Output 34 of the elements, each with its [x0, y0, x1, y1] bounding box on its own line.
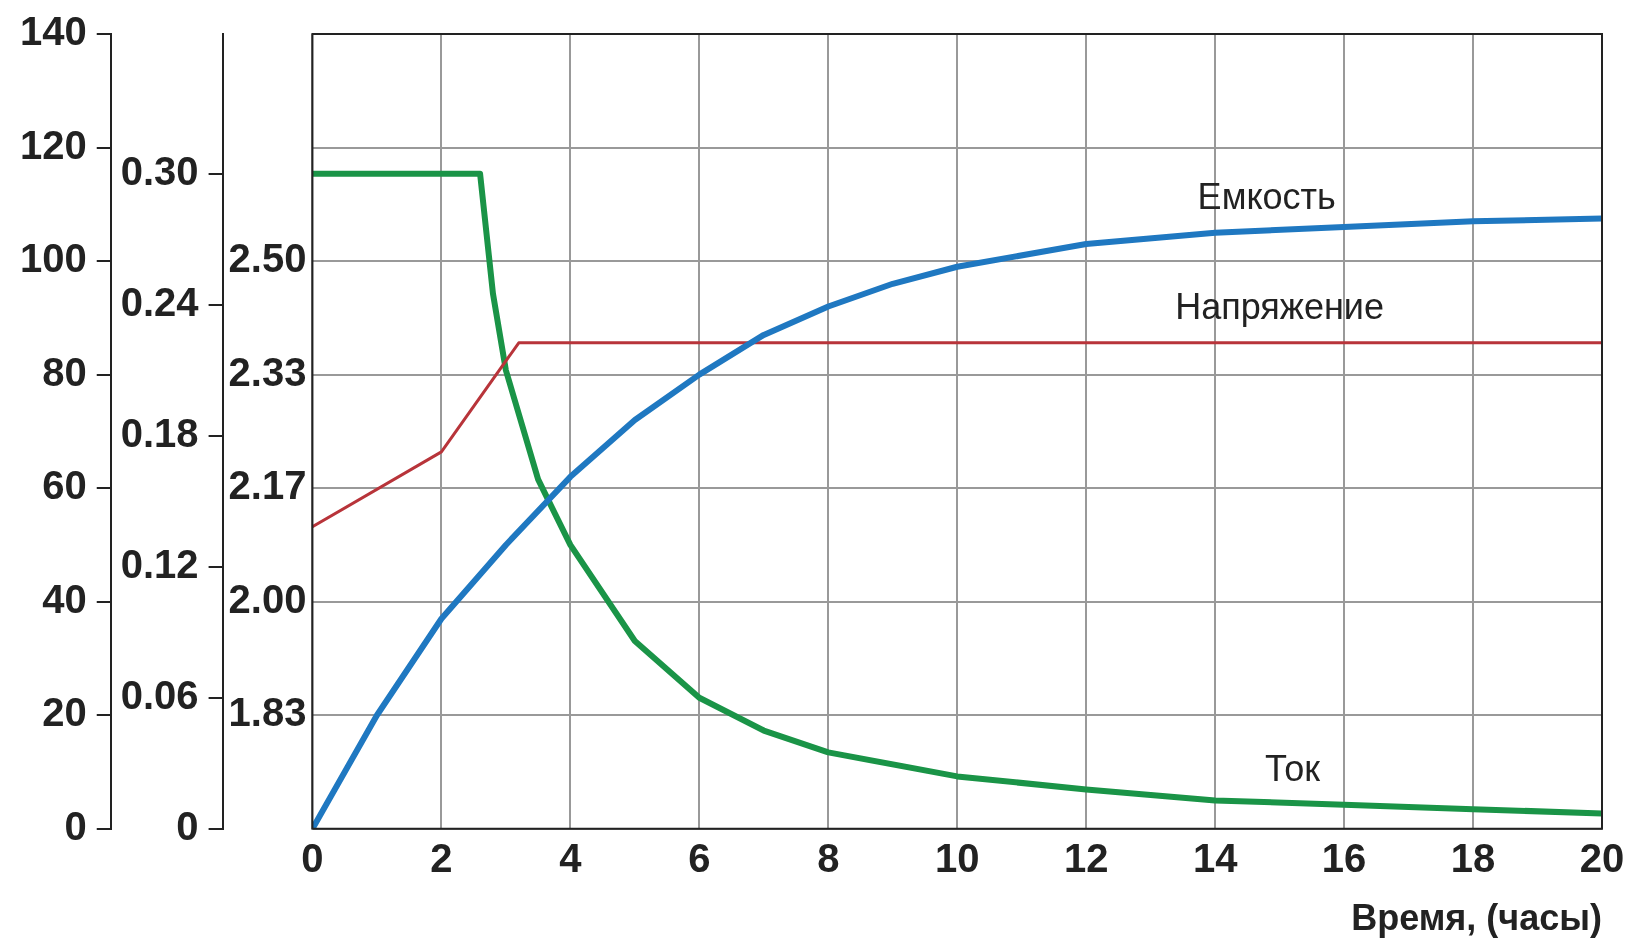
- x-tick-label: 12: [1063, 835, 1109, 880]
- y-tick-label: 0: [64, 803, 87, 848]
- series-label: Емкость: [1197, 175, 1336, 217]
- x-tick-label: 8: [817, 835, 840, 880]
- y2-tick-label: 0.12: [120, 541, 199, 586]
- y2-tick-label: 0: [176, 803, 199, 848]
- y2-tick-label: 0.24: [120, 279, 200, 324]
- y-tick-label: 20: [42, 690, 87, 735]
- y2-tick-label: 0.18: [120, 410, 199, 455]
- series-label: Ток: [1265, 747, 1321, 789]
- y3-tick-label: 1.83: [228, 690, 307, 735]
- y3-tick-label: 2.33: [228, 349, 307, 394]
- series-label: Напряжение: [1175, 285, 1384, 327]
- y-tick-label: 100: [19, 236, 87, 281]
- x-axis-title: Время, (часы): [1351, 897, 1602, 939]
- x-tick-label: 0: [301, 835, 324, 880]
- x-tick-label: 20: [1579, 835, 1625, 880]
- x-tick-label: 10: [934, 835, 980, 880]
- y-tick-label: 60: [42, 463, 87, 508]
- y3-tick-label: 2.50: [228, 236, 307, 281]
- x-tick-label: 14: [1192, 835, 1239, 880]
- x-tick-label: 18: [1450, 835, 1496, 880]
- y-tick-label: 120: [19, 122, 87, 167]
- x-tick-label: 6: [688, 835, 711, 880]
- x-tick-label: 2: [430, 835, 453, 880]
- x-tick-label: 16: [1321, 835, 1367, 880]
- y3-tick-label: 2.00: [228, 576, 307, 621]
- y3-tick-label: 2.17: [228, 463, 307, 508]
- y-tick-label: 40: [42, 576, 87, 621]
- y2-tick-label: 0.06: [120, 672, 199, 717]
- y-tick-label: 80: [42, 349, 87, 394]
- y2-tick-label: 0.30: [120, 148, 199, 193]
- y-tick-label: 140: [19, 9, 87, 54]
- x-tick-label: 4: [559, 835, 583, 880]
